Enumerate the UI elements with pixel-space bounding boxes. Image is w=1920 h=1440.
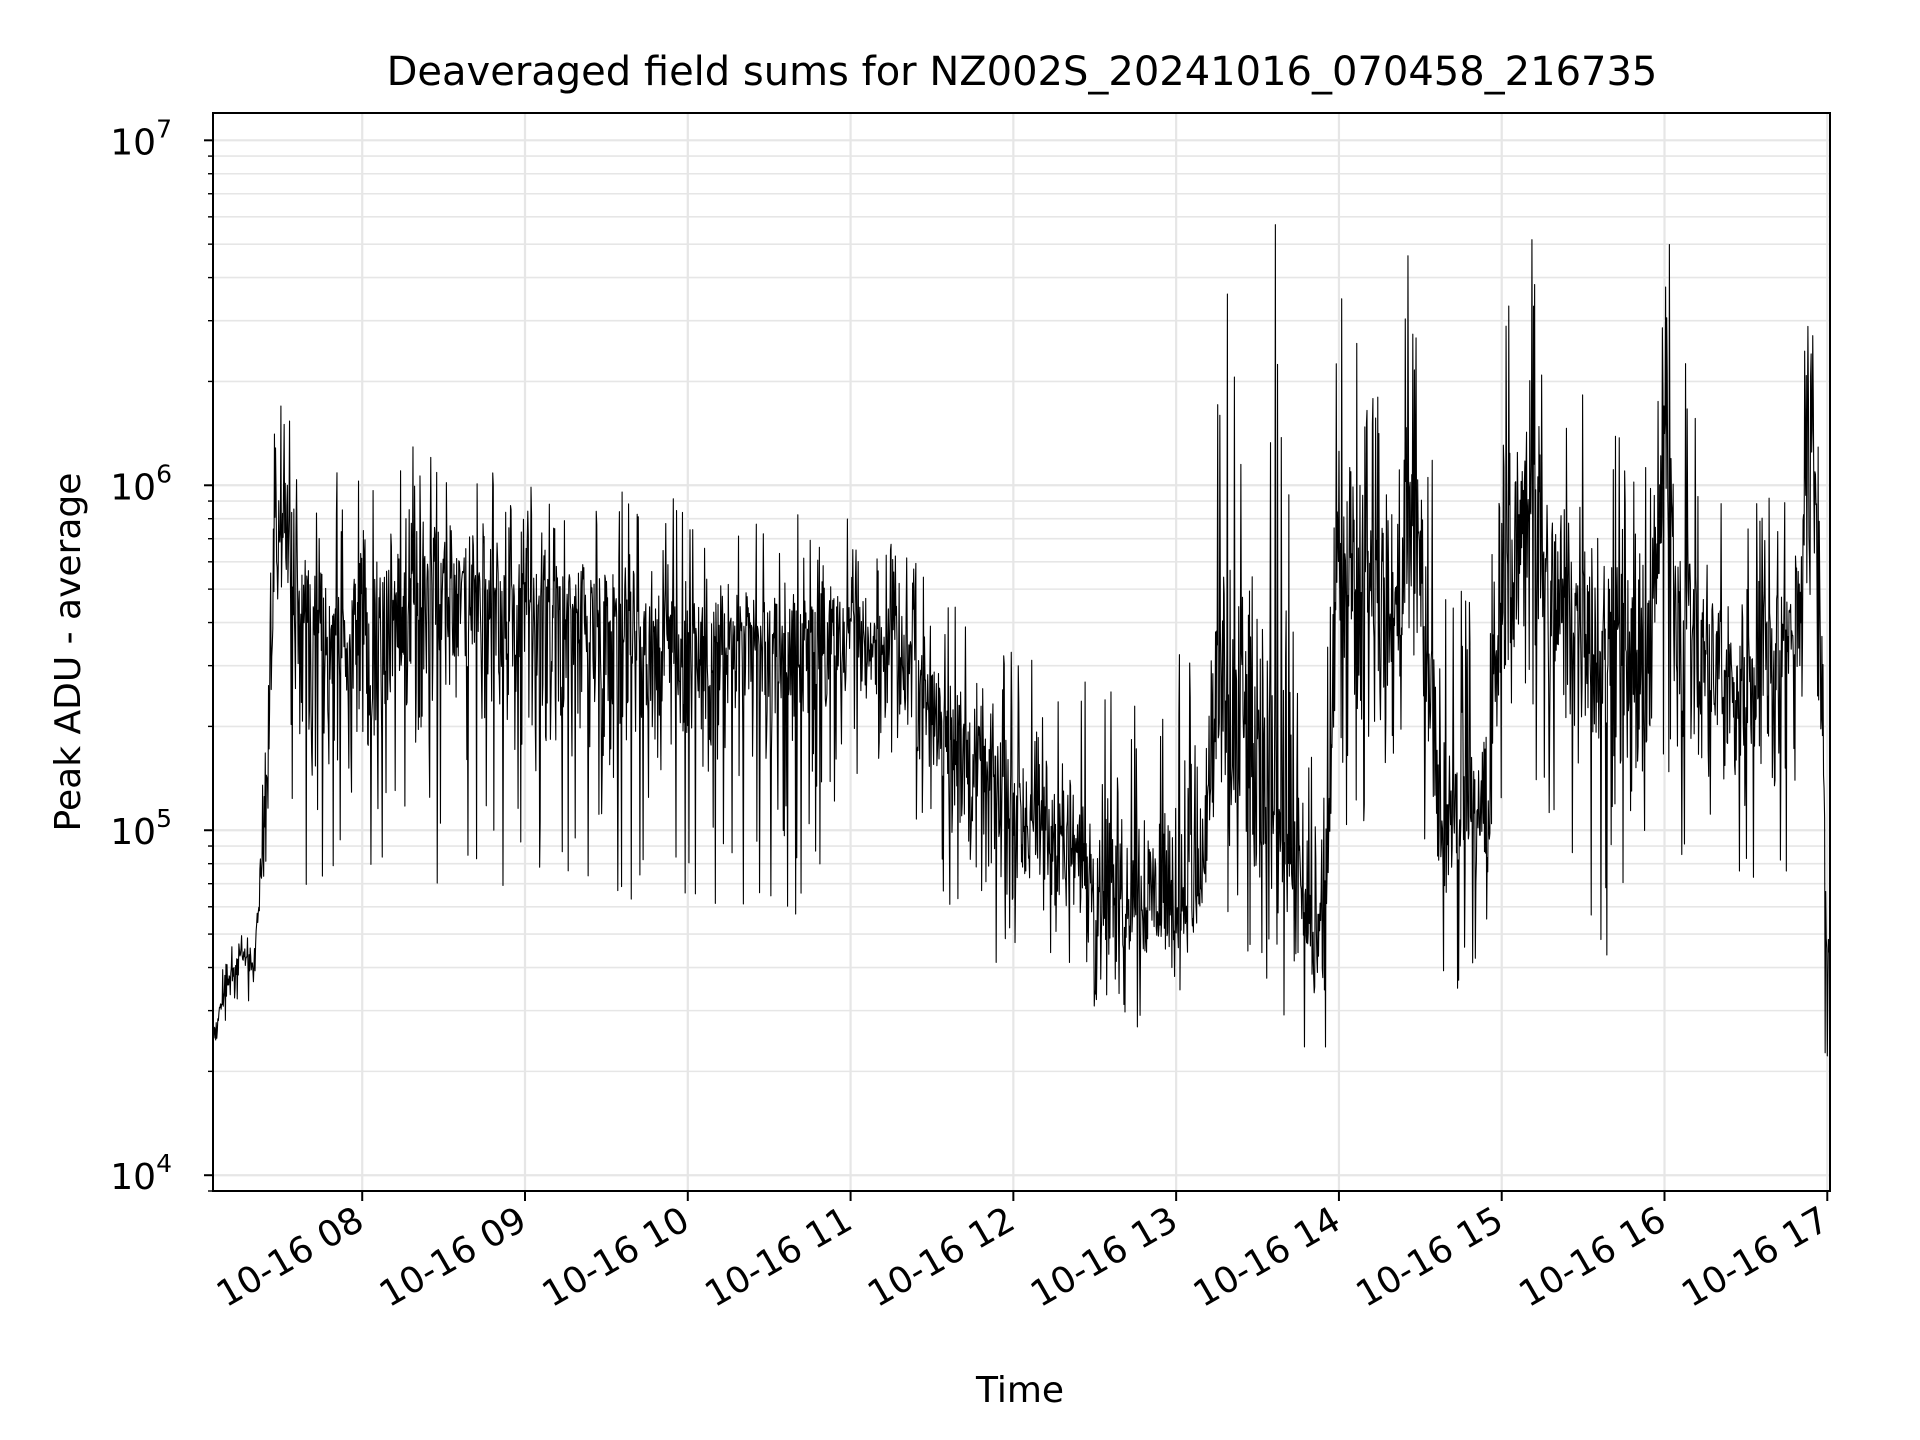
y-tick-label-exponent: 4 (156, 1149, 172, 1178)
x-axis-label: Time (975, 1370, 1064, 1411)
y-tick-label: 107 (110, 114, 172, 163)
series-line (212, 224, 1831, 1057)
y-tick-label-base: 10 (110, 812, 156, 853)
y-tick-label-exponent: 5 (156, 804, 172, 833)
y-tick-label-base: 10 (110, 1157, 156, 1198)
plot-frame (212, 112, 1831, 1192)
y-tick-label-base: 10 (110, 122, 156, 163)
y-tick-label: 104 (110, 1149, 172, 1198)
y-tick-label-exponent: 6 (156, 459, 172, 488)
y-tick-label: 105 (110, 804, 172, 853)
y-tick-label-exponent: 7 (156, 114, 172, 143)
series-layer (212, 224, 1831, 1057)
chart-title: Deaveraged field sums for NZ002S_2024101… (387, 49, 1658, 95)
y-axis-label: Peak ADU - average (48, 473, 89, 832)
y-tick-label-base: 10 (110, 467, 156, 508)
y-tick-label: 106 (110, 459, 172, 508)
